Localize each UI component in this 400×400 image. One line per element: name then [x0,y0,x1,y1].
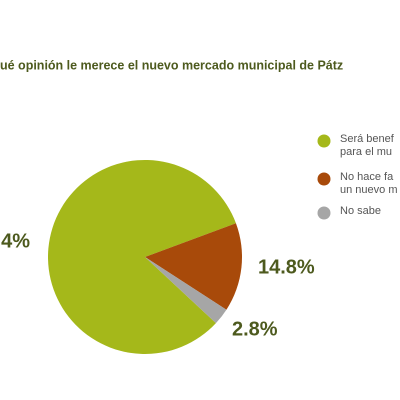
legend-swatch [317,206,331,220]
legend-label: Será benef [340,133,395,145]
data-label: 14.8% [258,256,315,278]
pie-slice [47,160,236,355]
data-label: 2.8% [232,318,278,340]
legend-label: No sabe [340,205,381,217]
data-label: 82.4% [0,230,30,252]
legend-swatch [317,172,331,186]
pie-slice [145,223,242,310]
legend-label: un nuevo m [340,184,397,196]
pie-slice [145,257,227,324]
legend-label: No hace fa [340,171,394,183]
legend-label: para el mu [340,146,392,158]
legend-swatch [317,134,331,148]
chart-title: ué opinión le merece el nuevo mercado mu… [0,58,343,72]
